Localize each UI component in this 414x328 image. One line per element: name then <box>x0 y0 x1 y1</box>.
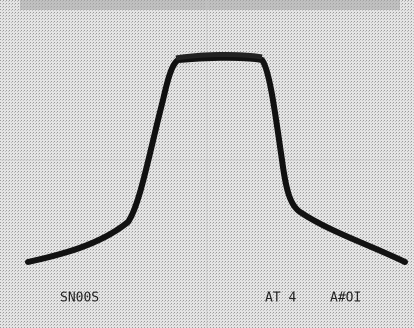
timebase-label: SN00S <box>60 291 99 306</box>
scale-label: A#OI <box>330 291 361 306</box>
top-band <box>20 0 400 10</box>
scope-screen: SN00S AT 4 A#OI <box>0 0 414 328</box>
page: {"screen": {"labels": {"timebase": "SN00… <box>0 0 414 328</box>
trigger-label: AT 4 <box>265 291 296 306</box>
